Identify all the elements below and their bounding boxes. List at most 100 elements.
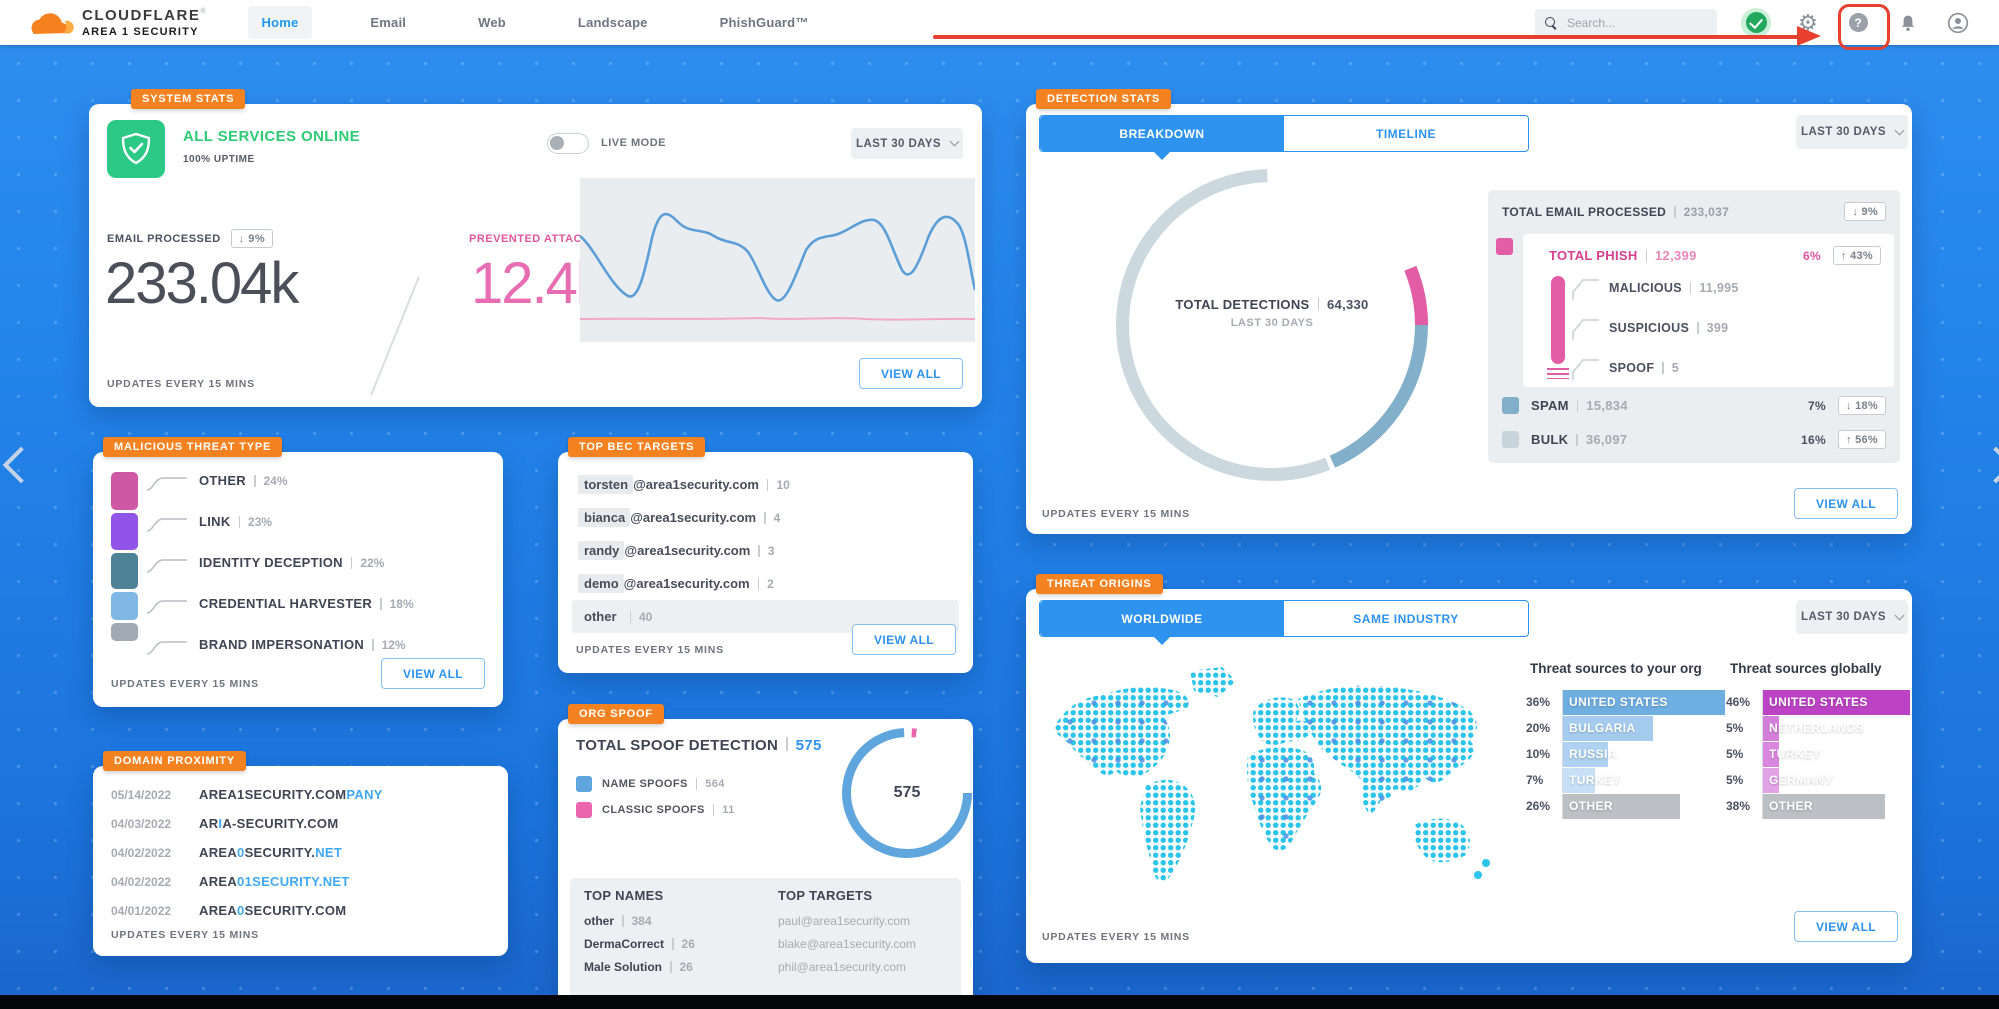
spam-value: 15,834 [1586, 398, 1628, 413]
top-bec-targets-tag: TOP BEC TARGETS [568, 437, 706, 457]
services-shield-icon [107, 120, 165, 178]
malicious-threat-type-card: MALICIOUS THREAT TYPE OTHER 24% LINK 23% [93, 437, 503, 707]
help-icon[interactable]: ? [1845, 10, 1871, 36]
threat-type-row: LINK 23% [145, 501, 414, 542]
detection-range-dropdown[interactable]: LAST 30 DAYS [1796, 115, 1908, 149]
total-email-delta-badge: ↓ 9% [1844, 202, 1886, 221]
connector-line [146, 599, 187, 614]
system-stats-tag: SYSTEM STATS [131, 89, 246, 109]
updates-note: UPDATES EVERY 15 MINS [111, 929, 259, 941]
top-name-row: Male Solution 26 [584, 959, 693, 974]
spoof-legend: NAME SPOOFS 564 CLASSIC SPOOFS 11 [576, 771, 735, 823]
threat-origins-tag: THREAT ORIGINS [1036, 574, 1163, 594]
origin-bar: TURKEY [1763, 741, 1820, 767]
email-processed-delta-badge: ↓ 9% [230, 229, 274, 248]
brand-logo[interactable]: CLOUDFLARE® AREA 1 SECURITY [28, 6, 206, 40]
email-processed-label: EMAIL PROCESSED [107, 232, 221, 245]
view-all-button[interactable]: VIEW ALL [859, 358, 963, 389]
threat-type-row: OTHER 24% [145, 460, 414, 501]
search-icon [1545, 16, 1557, 29]
connector-line [146, 517, 187, 532]
bec-target-row: randy @area1security.com 3 [572, 534, 959, 567]
origin-bar-row: 46% UNITED STATES [1726, 689, 1911, 715]
tab[interactable]: BREAKDOWN [1040, 116, 1284, 160]
search-box[interactable] [1535, 9, 1717, 36]
tab[interactable]: TIMELINE [1376, 126, 1436, 141]
live-mode-toggle[interactable] [547, 133, 589, 154]
origin-bar: OTHER [1763, 793, 1885, 819]
search-input[interactable] [1565, 14, 1695, 31]
spam-label: SPAM [1531, 398, 1569, 413]
total-phish-pct: 6% [1802, 248, 1821, 263]
origin-bar-row: 38% OTHER [1726, 793, 1910, 819]
domain-row: 04/02/2022 AREA01SECURITY.NET [111, 874, 350, 889]
nav-item[interactable]: Home [247, 6, 313, 39]
spam-pct: 7% [1807, 398, 1826, 413]
view-all-button[interactable]: VIEW ALL [1794, 488, 1898, 519]
carousel-next-icon[interactable] [1977, 446, 1999, 484]
account-user-icon[interactable] [1945, 10, 1971, 36]
phish-swatch [1496, 238, 1513, 255]
total-phish-label: TOTAL PHISH [1549, 248, 1638, 263]
updates-note: UPDATES EVERY 15 MINS [1042, 931, 1190, 943]
nav-item[interactable]: Landscape [577, 15, 648, 30]
top-bec-targets-card: TOP BEC TARGETS torsten @area1security.co… [558, 437, 973, 673]
detections-center-label: TOTAL DETECTIONS [1175, 297, 1310, 312]
nav-item[interactable]: Email [370, 15, 407, 30]
domain-row: 04/02/2022 AREA0SECURITY.NET [111, 845, 343, 860]
origin-bar: RUSSIA [1563, 741, 1616, 767]
top-target-row: paul@area1security.com [778, 913, 911, 928]
connector-line [146, 476, 187, 491]
view-all-button[interactable]: VIEW ALL [1794, 911, 1898, 942]
origin-bar: GERMANY [1763, 767, 1833, 793]
org-sources-bars: 36% UNITED STATES 20% BULGARIA 10% RUSSI… [1526, 689, 1725, 819]
chevron-down-icon [949, 136, 960, 147]
total-email-value: 233,037 [1683, 204, 1730, 219]
threat-origins-range-dropdown[interactable]: LAST 30 DAYS [1796, 600, 1908, 634]
legend-swatch [576, 802, 592, 818]
origin-bar: UNITED STATES [1763, 689, 1911, 715]
view-all-button[interactable]: VIEW ALL [381, 658, 485, 689]
live-mode-label: LIVE MODE [601, 137, 667, 149]
bec-target-row: bianca @area1security.com 4 [572, 501, 959, 534]
carousel-prev-icon[interactable] [2, 446, 40, 484]
threat-type-row: BRAND IMPERSONATION 12% [145, 624, 414, 665]
updates-note: UPDATES EVERY 15 MINS [107, 378, 255, 390]
bulk-swatch [1502, 431, 1519, 448]
system-stats-card: SYSTEM STATS ALL SERVICES ONLINE 100% UP… [89, 89, 982, 407]
bulk-label: BULK [1531, 432, 1569, 447]
tab[interactable]: WORLDWIDE [1040, 601, 1284, 645]
nav-item[interactable]: PhishGuard™ [719, 15, 809, 30]
legend-row: CLASSIC SPOOFS 11 [576, 797, 735, 823]
view-all-button[interactable]: VIEW ALL [852, 624, 956, 655]
origin-bar-row: 5% GERMANY [1726, 767, 1910, 793]
phish-child-row: SPOOF 5 [1571, 348, 1739, 388]
origin-bar-row: 7% TURKEY [1526, 767, 1725, 793]
detections-center-sub: LAST 30 DAYS [1230, 317, 1314, 329]
threat-type-bar-stack [111, 472, 138, 641]
updates-note: UPDATES EVERY 15 MINS [1042, 508, 1190, 520]
main-nav: Home Email Web Landscape PhishGuard™ [247, 6, 823, 39]
bottom-bar [0, 995, 1999, 1009]
notifications-bell-icon[interactable] [1895, 10, 1921, 36]
phish-breakdown-box: TOTAL PHISH 12,399 6% ↑ 43% MALICIOUS [1523, 234, 1894, 387]
top-targets-list: paul@area1security.com blake@area1securit… [778, 909, 916, 978]
system-range-dropdown[interactable]: LAST 30 DAYS [851, 128, 963, 159]
global-sources-bars: 46% UNITED STATES 5% NETHERLANDS 5% TURK… [1726, 689, 1911, 819]
status-check-badge-icon[interactable] [1741, 7, 1771, 38]
nav-item[interactable]: Web [478, 15, 506, 30]
threat-type-bar-segment [111, 553, 138, 589]
updates-note: UPDATES EVERY 15 MINS [576, 644, 724, 656]
total-phish-delta-badge: ↑ 43% [1832, 246, 1881, 265]
top-target-row: phil@area1security.com [778, 959, 907, 974]
uptime-label: 100% UPTIME [183, 154, 255, 165]
origin-bar-row: 26% OTHER [1526, 793, 1725, 819]
global-sources-header: Threat sources globally [1730, 661, 1882, 676]
detection-stats-card: DETECTION STATS BREAKDOWN TIMELINE LAST 3… [1026, 89, 1912, 534]
threat-type-bar-segment [111, 623, 138, 641]
origin-bar-row: 5% TURKEY [1726, 741, 1910, 767]
detection-stats-tag: DETECTION STATS [1036, 89, 1172, 109]
tab[interactable]: SAME INDUSTRY [1353, 611, 1459, 626]
domain-row: 04/01/2022 AREA0SECURITY.COM [111, 903, 347, 918]
top-target-row: blake@area1security.com [778, 936, 917, 951]
